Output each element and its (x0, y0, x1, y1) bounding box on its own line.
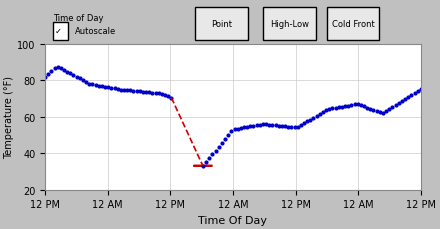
Bar (52, 22, 68, 41)
Text: Autoscale: Autoscale (75, 27, 116, 36)
Text: Cold Front: Cold Front (332, 20, 374, 29)
Text: Point: Point (211, 20, 232, 29)
Text: High-Low: High-Low (270, 20, 309, 29)
FancyBboxPatch shape (263, 8, 315, 41)
Y-axis label: Temperature (°F): Temperature (°F) (4, 76, 14, 158)
Text: Time of Day: Time of Day (52, 14, 103, 23)
X-axis label: Time Of Day: Time Of Day (198, 215, 268, 225)
FancyBboxPatch shape (327, 8, 379, 41)
Text: ✓: ✓ (55, 27, 62, 36)
FancyBboxPatch shape (195, 8, 248, 41)
